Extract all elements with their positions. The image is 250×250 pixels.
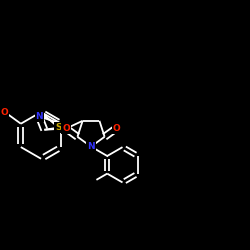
Text: O: O <box>112 124 120 133</box>
Text: O: O <box>62 124 70 133</box>
Text: N: N <box>35 112 43 121</box>
Text: O: O <box>1 108 8 116</box>
Text: S: S <box>63 124 70 133</box>
Text: S: S <box>55 123 62 132</box>
Text: N: N <box>87 142 95 151</box>
